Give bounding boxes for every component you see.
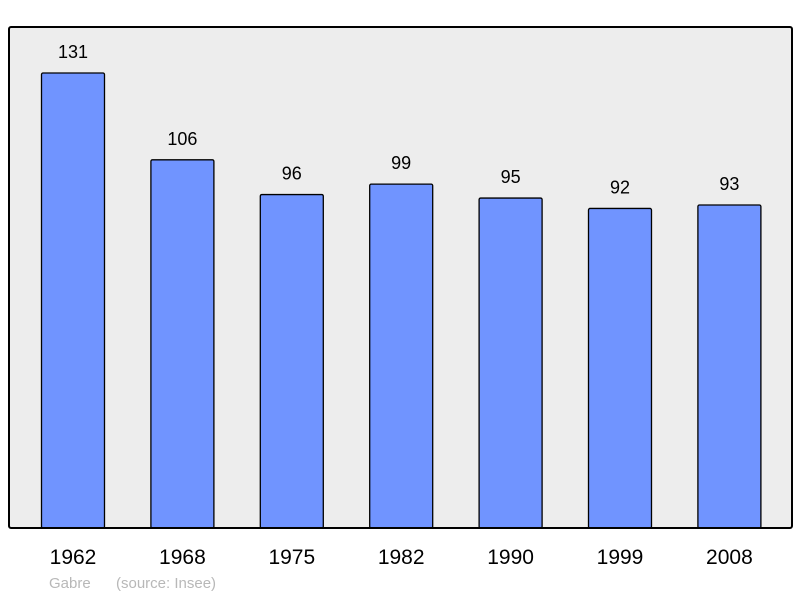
x-tick-label-2008: 2008 — [706, 546, 753, 569]
bar-1975 — [259, 193, 324, 529]
bar-1982 — [369, 183, 434, 529]
data-label-1968: 106 — [167, 129, 197, 149]
footer-place: Gabre — [49, 575, 91, 592]
bar-1962 — [40, 72, 106, 529]
data-label-1999: 92 — [610, 177, 630, 197]
bar-1999 — [587, 207, 653, 529]
x-tick-label-1968: 1968 — [159, 546, 206, 569]
x-tick-label-1999: 1999 — [597, 546, 644, 569]
data-label-1982: 99 — [391, 153, 411, 173]
data-label-1990: 95 — [501, 167, 521, 187]
data-label-2008: 93 — [719, 174, 739, 194]
x-tick-label-1982: 1982 — [378, 546, 425, 569]
x-tick-label-1962: 1962 — [50, 546, 97, 569]
bar-2008 — [697, 204, 762, 529]
bar-1968 — [150, 159, 215, 529]
data-label-1975: 96 — [282, 164, 302, 184]
x-tick-label-1990: 1990 — [487, 546, 534, 569]
x-tick-label-1975: 1975 — [268, 546, 315, 569]
plot-frame — [8, 26, 793, 529]
bar-1990 — [478, 197, 543, 529]
data-label-1962: 131 — [58, 42, 88, 62]
footer-source: (source: Insee) — [116, 575, 217, 592]
